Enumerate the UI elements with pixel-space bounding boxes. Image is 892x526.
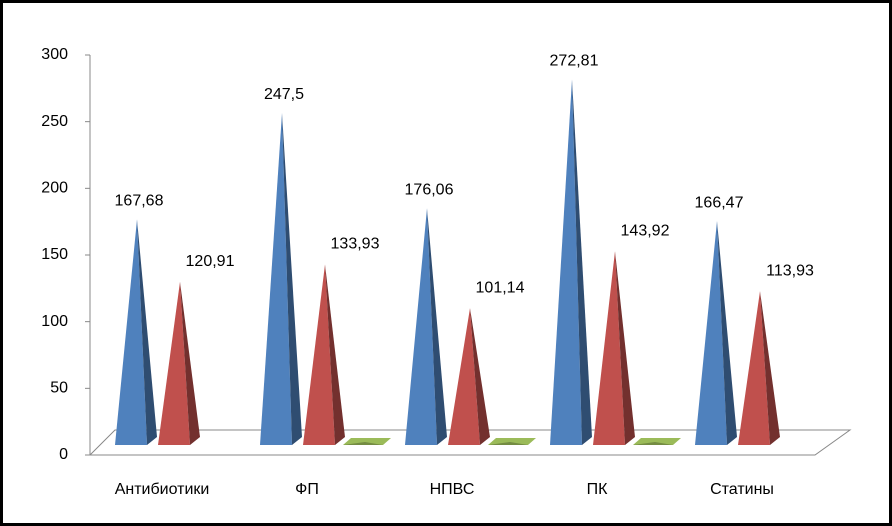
- pyramid-face: [633, 438, 681, 445]
- pyramid: [158, 281, 200, 445]
- pyramid: [343, 438, 391, 445]
- pyramid: [260, 113, 302, 445]
- pyramid-face: [343, 438, 391, 445]
- data-label: 272,81: [550, 52, 599, 69]
- pyramid-face: [593, 251, 625, 445]
- pyramid: [303, 264, 345, 445]
- y-tick-label: 250: [41, 113, 68, 130]
- pyramid-face: [282, 113, 302, 445]
- data-label: 143,92: [621, 222, 670, 239]
- pyramid: [448, 308, 490, 445]
- x-tick-label: НПВС: [430, 481, 475, 498]
- pyramid-face: [488, 442, 528, 445]
- x-tick-label: ФП: [295, 481, 319, 498]
- y-tick-label: 150: [41, 246, 68, 263]
- pyramid-face: [717, 221, 737, 445]
- data-label: 101,14: [476, 279, 525, 296]
- pyramid-face: [550, 79, 582, 446]
- y-tick-label: 100: [41, 313, 68, 330]
- pyramid-face: [180, 281, 200, 445]
- data-label: 247,5: [264, 86, 304, 103]
- pyramid-face: [738, 291, 770, 445]
- pyramid-face: [405, 208, 437, 445]
- pyramid-face: [303, 264, 335, 445]
- y-tick-label: 200: [41, 180, 68, 197]
- pyramid: [488, 438, 536, 445]
- pyramid-face: [695, 221, 727, 445]
- pyramid-face: [488, 438, 536, 445]
- pyramid-face: [158, 281, 190, 445]
- pyramid: [550, 79, 592, 446]
- pyramid: [695, 221, 737, 445]
- data-label: 167,68: [115, 193, 164, 210]
- pyramid-face: [137, 219, 157, 445]
- y-tick-label: 0: [59, 446, 68, 463]
- x-tick-label: Статины: [710, 481, 774, 498]
- pyramid-face: [115, 219, 147, 445]
- pyramid: [633, 438, 681, 445]
- data-label: 120,91: [186, 253, 235, 270]
- data-label: 113,93: [766, 262, 814, 279]
- y-tick-label: 300: [41, 46, 68, 63]
- pyramid-face: [260, 113, 292, 445]
- pyramid-face: [343, 442, 383, 445]
- pyramid-face: [448, 308, 480, 445]
- data-label: 133,93: [331, 236, 380, 253]
- data-label: 176,06: [405, 181, 454, 198]
- pyramid: [405, 208, 447, 445]
- pyramid-face: [470, 308, 490, 445]
- pyramid-face: [572, 79, 592, 446]
- data-label: 166,47: [695, 194, 744, 211]
- pyramid: [115, 219, 157, 445]
- pyramid-face: [633, 442, 673, 445]
- x-tick-label: ПК: [587, 481, 609, 498]
- pyramid: [738, 291, 780, 445]
- pyramid-face: [325, 264, 345, 445]
- pyramid-face: [760, 291, 780, 445]
- y-tick-label: 50: [50, 380, 68, 397]
- x-tick-label: Антибиотики: [115, 481, 210, 498]
- pyramid-face: [427, 208, 447, 445]
- pyramid: [593, 251, 635, 445]
- pyramid-face: [615, 251, 635, 445]
